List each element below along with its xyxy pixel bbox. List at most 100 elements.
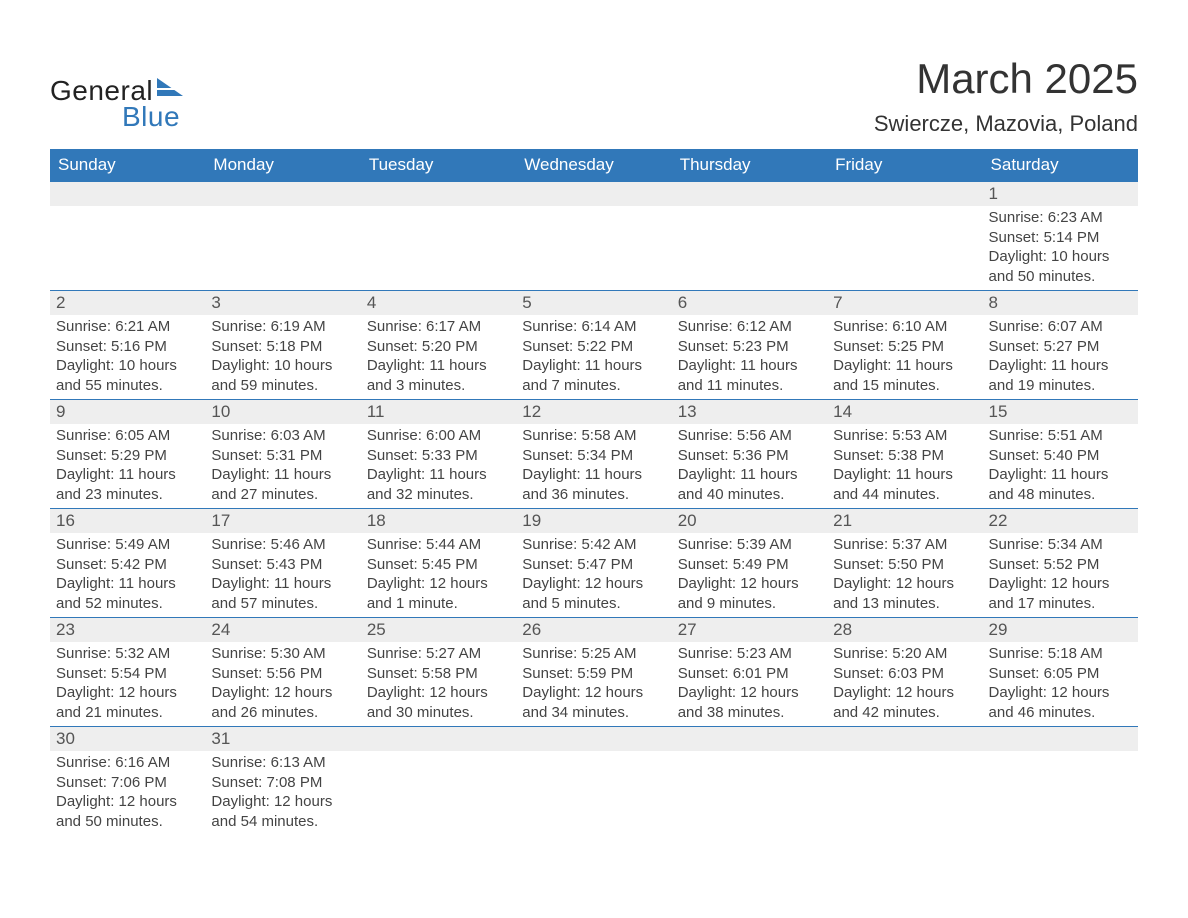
sunset-line: Sunset: 5:36 PM [678,446,821,466]
sunset-line: Sunset: 5:29 PM [56,446,199,466]
day-details: Sunrise: 5:18 AMSunset: 6:05 PMDaylight:… [983,642,1138,726]
day-number: 12 [516,400,671,424]
day-number [516,727,671,751]
sunrise-line: Sunrise: 6:00 AM [367,426,510,446]
sunset-line: Sunset: 5:38 PM [833,446,976,466]
calendar-cell: 27Sunrise: 5:23 AMSunset: 6:01 PMDayligh… [672,618,827,727]
day-number: 11 [361,400,516,424]
daylight-line: Daylight: 12 hours and 30 minutes. [367,683,510,722]
calendar-week-row: 9Sunrise: 6:05 AMSunset: 5:29 PMDaylight… [50,400,1138,509]
day-number: 5 [516,291,671,315]
sunrise-line: Sunrise: 5:49 AM [56,535,199,555]
day-details: Sunrise: 5:32 AMSunset: 5:54 PMDaylight:… [50,642,205,726]
day-details: Sunrise: 6:13 AMSunset: 7:08 PMDaylight:… [205,751,360,835]
daylight-line: Daylight: 10 hours and 50 minutes. [989,247,1132,286]
sunset-line: Sunset: 5:54 PM [56,664,199,684]
day-details: Sunrise: 6:21 AMSunset: 5:16 PMDaylight:… [50,315,205,399]
calendar-cell: 9Sunrise: 6:05 AMSunset: 5:29 PMDaylight… [50,400,205,509]
daylight-line: Daylight: 12 hours and 38 minutes. [678,683,821,722]
sunrise-line: Sunrise: 5:56 AM [678,426,821,446]
sunrise-line: Sunrise: 5:34 AM [989,535,1132,555]
calendar-cell: 20Sunrise: 5:39 AMSunset: 5:49 PMDayligh… [672,509,827,618]
day-details: Sunrise: 5:30 AMSunset: 5:56 PMDaylight:… [205,642,360,726]
header: General Blue March 2025 Swiercze, Mazovi… [50,55,1138,137]
day-details: Sunrise: 6:00 AMSunset: 5:33 PMDaylight:… [361,424,516,508]
day-number: 10 [205,400,360,424]
day-number [672,182,827,206]
sunset-line: Sunset: 5:22 PM [522,337,665,357]
day-details: Sunrise: 5:27 AMSunset: 5:58 PMDaylight:… [361,642,516,726]
sunrise-line: Sunrise: 5:51 AM [989,426,1132,446]
sunrise-line: Sunrise: 5:18 AM [989,644,1132,664]
daylight-line: Daylight: 11 hours and 11 minutes. [678,356,821,395]
daylight-line: Daylight: 11 hours and 36 minutes. [522,465,665,504]
calendar-cell: 30Sunrise: 6:16 AMSunset: 7:06 PMDayligh… [50,727,205,836]
calendar-cell: 28Sunrise: 5:20 AMSunset: 6:03 PMDayligh… [827,618,982,727]
day-number: 24 [205,618,360,642]
day-details: Sunrise: 5:51 AMSunset: 5:40 PMDaylight:… [983,424,1138,508]
day-number: 7 [827,291,982,315]
day-number: 14 [827,400,982,424]
sunset-line: Sunset: 5:43 PM [211,555,354,575]
day-number [983,727,1138,751]
calendar-cell [205,182,360,291]
daylight-line: Daylight: 12 hours and 21 minutes. [56,683,199,722]
sunset-line: Sunset: 5:34 PM [522,446,665,466]
day-number: 9 [50,400,205,424]
calendar-week-row: 16Sunrise: 5:49 AMSunset: 5:42 PMDayligh… [50,509,1138,618]
sunset-line: Sunset: 5:20 PM [367,337,510,357]
sunrise-line: Sunrise: 5:53 AM [833,426,976,446]
day-number: 3 [205,291,360,315]
calendar-week-row: 2Sunrise: 6:21 AMSunset: 5:16 PMDaylight… [50,291,1138,400]
calendar-cell: 15Sunrise: 5:51 AMSunset: 5:40 PMDayligh… [983,400,1138,509]
calendar-cell [361,727,516,836]
day-number [205,182,360,206]
day-details: Sunrise: 6:03 AMSunset: 5:31 PMDaylight:… [205,424,360,508]
weekday-header: Monday [205,149,360,182]
sunrise-line: Sunrise: 6:10 AM [833,317,976,337]
day-number: 30 [50,727,205,751]
calendar-cell: 14Sunrise: 5:53 AMSunset: 5:38 PMDayligh… [827,400,982,509]
daylight-line: Daylight: 12 hours and 50 minutes. [56,792,199,831]
month-title: March 2025 [874,55,1138,103]
daylight-line: Daylight: 11 hours and 3 minutes. [367,356,510,395]
calendar-cell [361,182,516,291]
calendar-cell [672,727,827,836]
day-number: 1 [983,182,1138,206]
day-details: Sunrise: 6:16 AMSunset: 7:06 PMDaylight:… [50,751,205,835]
sunrise-line: Sunrise: 5:58 AM [522,426,665,446]
day-details: Sunrise: 6:05 AMSunset: 5:29 PMDaylight:… [50,424,205,508]
sunrise-line: Sunrise: 5:37 AM [833,535,976,555]
day-number: 31 [205,727,360,751]
weekday-header: Tuesday [361,149,516,182]
day-number: 13 [672,400,827,424]
sunrise-line: Sunrise: 5:23 AM [678,644,821,664]
sunset-line: Sunset: 7:06 PM [56,773,199,793]
daylight-line: Daylight: 12 hours and 13 minutes. [833,574,976,613]
daylight-line: Daylight: 12 hours and 5 minutes. [522,574,665,613]
day-number [827,727,982,751]
day-number: 15 [983,400,1138,424]
calendar-cell [516,727,671,836]
daylight-line: Daylight: 12 hours and 26 minutes. [211,683,354,722]
day-number [827,182,982,206]
calendar-cell: 24Sunrise: 5:30 AMSunset: 5:56 PMDayligh… [205,618,360,727]
day-details: Sunrise: 5:34 AMSunset: 5:52 PMDaylight:… [983,533,1138,617]
sunrise-line: Sunrise: 6:17 AM [367,317,510,337]
sunset-line: Sunset: 5:27 PM [989,337,1132,357]
day-number: 23 [50,618,205,642]
daylight-line: Daylight: 10 hours and 55 minutes. [56,356,199,395]
sunrise-line: Sunrise: 6:03 AM [211,426,354,446]
sunrise-line: Sunrise: 5:27 AM [367,644,510,664]
day-details: Sunrise: 6:19 AMSunset: 5:18 PMDaylight:… [205,315,360,399]
daylight-line: Daylight: 12 hours and 34 minutes. [522,683,665,722]
weekday-header: Thursday [672,149,827,182]
day-number: 6 [672,291,827,315]
daylight-line: Daylight: 11 hours and 57 minutes. [211,574,354,613]
sunrise-line: Sunrise: 6:05 AM [56,426,199,446]
daylight-line: Daylight: 11 hours and 19 minutes. [989,356,1132,395]
sunset-line: Sunset: 5:33 PM [367,446,510,466]
day-details: Sunrise: 5:44 AMSunset: 5:45 PMDaylight:… [361,533,516,617]
sunrise-line: Sunrise: 6:19 AM [211,317,354,337]
weekday-header-row: Sunday Monday Tuesday Wednesday Thursday… [50,149,1138,182]
